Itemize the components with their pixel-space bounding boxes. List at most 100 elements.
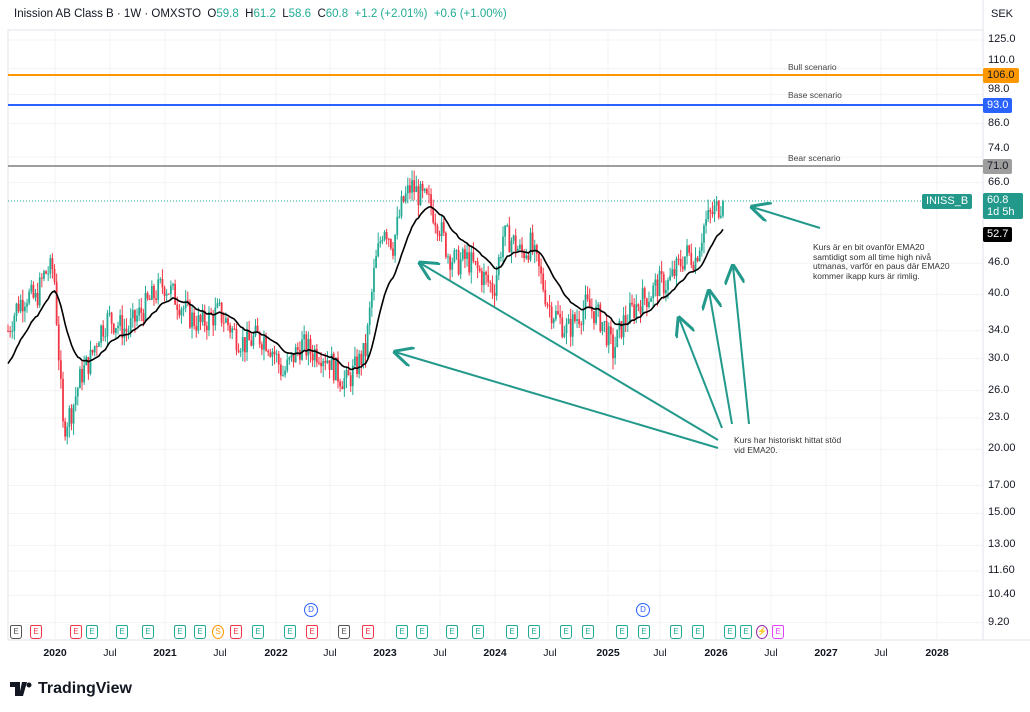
candle-body (66, 426, 69, 437)
earnings-marker[interactable]: E (338, 625, 350, 639)
candle-body (40, 277, 43, 279)
annotation-ema-pause[interactable]: Kurs är en bit ovanför EMA20 samtidigt s… (813, 242, 950, 281)
dividend-marker[interactable]: D (636, 603, 650, 617)
candle-body (140, 307, 143, 313)
earnings-marker[interactable]: E (10, 625, 22, 639)
candle-body (57, 324, 60, 361)
candle-body (447, 256, 449, 258)
candle-body (47, 273, 50, 275)
candle-body (485, 271, 487, 275)
time-axis-label: 2026 (704, 647, 728, 659)
candle-body (119, 315, 122, 326)
split-event-marker[interactable]: ⚡ (756, 625, 768, 639)
earnings-marker[interactable]: E (472, 625, 484, 639)
candle-body (246, 330, 248, 353)
time-axis-label: Jul (764, 647, 778, 659)
candle-body (19, 299, 22, 312)
time-axis-label: 2023 (373, 647, 397, 659)
split-marker[interactable]: S (212, 625, 224, 639)
earnings-marker[interactable]: E (284, 625, 296, 639)
earnings-marker[interactable]: E (116, 625, 128, 639)
candle-body (455, 250, 458, 252)
candle-body (267, 350, 270, 353)
earnings-marker[interactable]: E (362, 625, 374, 639)
candle-body (703, 225, 705, 243)
earnings-marker[interactable]: E (582, 625, 594, 639)
candle-body (540, 266, 542, 274)
earnings-marker[interactable]: E (86, 625, 98, 639)
earnings-marker[interactable]: E (396, 625, 408, 639)
candle-body (157, 279, 160, 301)
candle-body (315, 348, 318, 363)
earnings-marker[interactable]: E (670, 625, 682, 639)
candle-body (155, 298, 157, 301)
annotation-ema-support[interactable]: Kurs har historiskt hittat stöd vid EMA2… (734, 435, 842, 455)
candle-body (201, 310, 204, 322)
candle-body (497, 257, 500, 276)
candle-body (167, 293, 170, 295)
candle-body (504, 225, 507, 237)
candle-body (45, 271, 47, 274)
candle-body (679, 258, 682, 267)
candle-body (559, 314, 562, 318)
candle-body (508, 225, 511, 253)
earnings-marker[interactable]: E (740, 625, 752, 639)
candle-body (586, 294, 589, 300)
earnings-marker[interactable]: E (616, 625, 628, 639)
earnings-marker[interactable]: E (230, 625, 242, 639)
candle-body (131, 310, 134, 319)
earnings-marker[interactable]: E (638, 625, 650, 639)
candle-body (108, 312, 111, 314)
earnings-marker[interactable]: E (30, 625, 42, 639)
candle-body (377, 243, 380, 257)
earnings-marker[interactable]: E (174, 625, 186, 639)
earnings-marker[interactable]: E (446, 625, 458, 639)
low-label: L (282, 8, 289, 20)
earnings-marker[interactable]: E (306, 625, 318, 639)
candle-body (502, 236, 504, 258)
currency-label[interactable]: SEK (991, 8, 1014, 20)
candle-body (582, 309, 585, 325)
candle-body (184, 300, 187, 308)
candle-body (343, 378, 346, 390)
candle-body (127, 331, 130, 333)
candle-body (381, 239, 384, 242)
earnings-marker[interactable]: E (142, 625, 154, 639)
candle-body (565, 323, 568, 334)
candle-body (301, 339, 303, 360)
earnings-marker[interactable]: E (528, 625, 540, 639)
candle-body (309, 339, 312, 354)
candle-body (76, 388, 79, 397)
candle-body (476, 261, 479, 269)
earnings-marker[interactable]: E (194, 625, 206, 639)
dividend-marker[interactable]: D (304, 603, 318, 617)
candle-body (233, 328, 236, 330)
candle-body (79, 369, 81, 389)
candle-body (548, 304, 551, 307)
earnings-marker[interactable]: E (560, 625, 572, 639)
earnings-marker[interactable]: E (692, 625, 704, 639)
candle-body (466, 252, 468, 259)
last-price-tag: 60.8 1d 5h (983, 193, 1023, 219)
candle-body (74, 396, 77, 405)
candle-body (385, 231, 388, 239)
candle-body (205, 325, 208, 331)
candle-body (715, 201, 718, 206)
candle-body (637, 304, 640, 307)
earnings-marker[interactable]: E (772, 625, 784, 639)
candle-body (571, 314, 574, 337)
candle-body (478, 268, 481, 271)
earnings-marker[interactable]: E (724, 625, 736, 639)
candle-body (495, 275, 498, 296)
earnings-marker[interactable]: E (506, 625, 518, 639)
earnings-marker[interactable]: E (70, 625, 82, 639)
candle-body (104, 336, 107, 338)
candle-body (648, 301, 650, 308)
tradingview-logo[interactable]: TradingView (10, 680, 132, 698)
candle-body (624, 315, 627, 324)
earnings-marker[interactable]: E (416, 625, 428, 639)
earnings-marker[interactable]: E (252, 625, 264, 639)
candle-body (480, 270, 483, 286)
candle-body (163, 287, 166, 296)
